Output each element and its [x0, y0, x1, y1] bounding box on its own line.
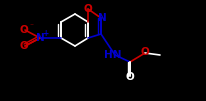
- Text: O: O: [141, 47, 149, 57]
- Text: O: O: [84, 4, 92, 14]
- Text: O: O: [20, 41, 28, 51]
- Text: +: +: [42, 29, 48, 38]
- Text: HN: HN: [104, 50, 122, 60]
- Text: N: N: [36, 33, 44, 43]
- Text: O: O: [126, 72, 134, 82]
- Text: O: O: [20, 25, 28, 35]
- Text: ⁻: ⁻: [29, 22, 33, 31]
- Text: N: N: [98, 13, 106, 23]
